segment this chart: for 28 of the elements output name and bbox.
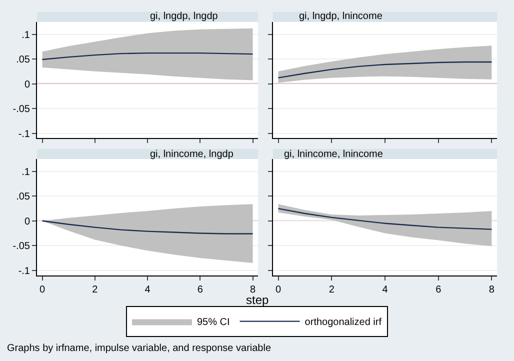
- y-tick-label: 0: [24, 216, 30, 228]
- y-tick-label: .1: [22, 166, 30, 178]
- x-tick-label: 8: [250, 284, 256, 296]
- y-tick-label: -.05: [12, 241, 30, 252]
- x-tick-label: 2: [328, 284, 335, 296]
- y-tick-label: .05: [16, 54, 30, 66]
- y-tick-label: -.05: [12, 104, 30, 116]
- chart-title: gi, lnincome, lngdp: [150, 149, 234, 160]
- chart-title: gi, lnincome, lnincome: [284, 149, 384, 160]
- x-axis-title: step: [246, 293, 270, 307]
- x-tick-label: 8: [488, 284, 495, 296]
- x-tick-label: 2: [92, 284, 98, 296]
- y-tick-label: -.1: [18, 128, 30, 140]
- y-tick-label: .1: [22, 30, 30, 41]
- x-tick-label: 0: [275, 284, 282, 296]
- x-tick-label: 6: [197, 284, 204, 296]
- x-tick-label: 0: [39, 284, 46, 296]
- y-tick-label: .05: [16, 192, 30, 203]
- x-tick-label: 4: [382, 284, 388, 296]
- y-tick-label: -.1: [18, 266, 30, 277]
- x-tick-label: 4: [144, 284, 151, 296]
- text: 95% CI: [197, 317, 230, 328]
- chart-title: gi, lngdp, lngdp: [150, 11, 218, 22]
- text: Graphs by irfname, impulse variable, and response variable: [7, 343, 272, 354]
- text: orthogonalized irf: [304, 317, 382, 328]
- x-tick-label: 6: [436, 284, 442, 296]
- chart-title: gi, lngdp, lnincome: [299, 11, 383, 22]
- y-tick-label: 0: [24, 79, 30, 90]
